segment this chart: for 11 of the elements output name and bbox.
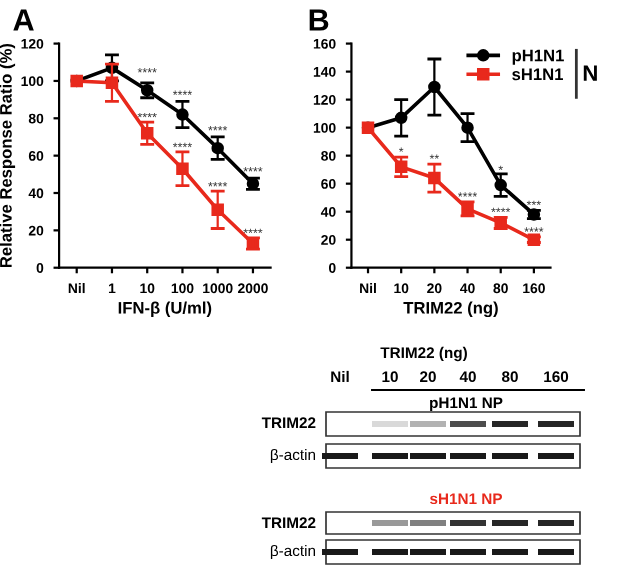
x-axis-title: TRIM22 (ng) <box>403 301 498 318</box>
legend-label: pH1N1 <box>512 49 564 65</box>
point <box>211 203 224 217</box>
point <box>176 162 189 175</box>
x-axis-title: IFN-β (U/ml) <box>118 301 212 318</box>
y-axis-title: Relative Response Ratio (%) <box>0 43 16 268</box>
legend-title: N <box>583 65 597 81</box>
legend-label: sH1N1 <box>512 68 563 81</box>
point <box>428 171 441 185</box>
chart-title: A <box>13 9 34 31</box>
chart-title: B <box>309 9 329 31</box>
